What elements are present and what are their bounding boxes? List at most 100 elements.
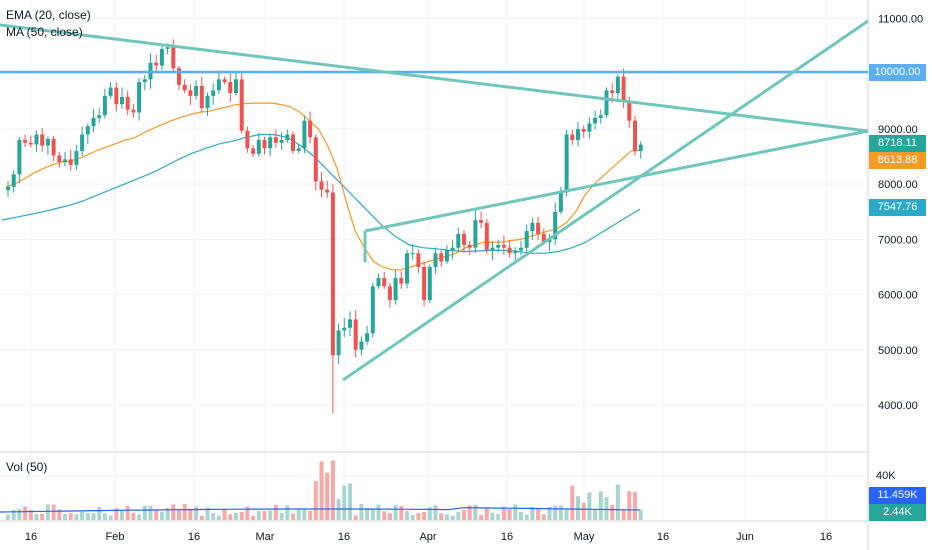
- volume-bar: [159, 511, 164, 520]
- candle-body: [125, 96, 130, 110]
- volume-bar: [11, 509, 16, 520]
- volume-legend[interactable]: Vol (50): [6, 460, 48, 474]
- candle-body: [433, 253, 438, 267]
- volume-bar: [23, 506, 28, 520]
- candle-body: [182, 84, 187, 91]
- candle-body: [479, 220, 484, 223]
- candle-body: [171, 47, 176, 69]
- candle-body: [45, 138, 50, 146]
- candle-body: [507, 247, 512, 254]
- volume-bar: [507, 508, 512, 520]
- candle-body: [262, 140, 267, 149]
- volume-bar: [296, 508, 301, 520]
- ema-value-box: 8613.88: [869, 152, 926, 169]
- time-tick-label: Mar: [256, 531, 275, 543]
- candle-body: [598, 115, 603, 118]
- volume-bar: [108, 515, 113, 520]
- candle-body: [416, 253, 421, 267]
- volume-bar: [479, 514, 484, 520]
- candle-body: [251, 148, 256, 154]
- candle-body: [245, 130, 250, 149]
- time-tick-label: Feb: [106, 531, 125, 543]
- last-price-box: 8718.11: [869, 135, 926, 152]
- volume-bar: [456, 511, 461, 520]
- candle-body: [159, 48, 164, 66]
- volume-bar: [376, 504, 381, 520]
- volume-bar: [6, 514, 10, 520]
- candle-body: [576, 129, 580, 141]
- upper-wedge-trendline[interactable]: [364, 129, 869, 233]
- candle-body: [74, 151, 79, 165]
- candle-body: [102, 95, 107, 116]
- volume-bar: [393, 505, 398, 520]
- volume-bar: [234, 512, 238, 520]
- candle-body: [462, 233, 466, 245]
- candle-body: [114, 87, 119, 105]
- volume-bar: [496, 514, 501, 520]
- resistance-price-box: 10000.00: [869, 64, 926, 81]
- candle-body: [85, 126, 90, 135]
- volume-bar: [85, 513, 90, 520]
- candle-body: [80, 134, 85, 152]
- candle-body: [51, 138, 56, 156]
- volume-bar: [547, 506, 552, 520]
- volume-bar: [228, 514, 233, 520]
- volume-bar: [57, 509, 62, 520]
- volume-bar: [444, 514, 449, 520]
- candle-body: [234, 79, 238, 94]
- ma-legend[interactable]: MA (50, close): [6, 25, 83, 39]
- volume-bar: [467, 505, 472, 520]
- ascending-trendline[interactable]: [342, 19, 869, 382]
- candle-body: [199, 85, 204, 109]
- volume-bar: [353, 515, 358, 520]
- candle-body: [564, 134, 569, 193]
- candle-body: [348, 319, 352, 328]
- volume-bar: [319, 461, 324, 520]
- volume-ma-line: [0, 507, 641, 513]
- candle-body: [325, 189, 330, 193]
- candle-body: [228, 82, 233, 94]
- volume-bar: [564, 508, 569, 520]
- volume-bar: [256, 511, 261, 520]
- time-tick-label: 16: [338, 531, 350, 543]
- ema-legend[interactable]: EMA (20, close): [6, 8, 91, 22]
- volume-bar: [330, 460, 335, 520]
- candle-body: [308, 120, 313, 138]
- candle-body: [473, 220, 478, 248]
- candle-body: [524, 231, 529, 248]
- candle-body: [456, 233, 461, 248]
- volume-bar: [28, 510, 33, 520]
- volume-bars: [6, 460, 643, 520]
- volume-bar: [484, 507, 489, 520]
- descending-trendline[interactable]: [0, 23, 869, 133]
- candle-body: [422, 267, 427, 301]
- volume-bar: [40, 513, 45, 520]
- volume-bar: [171, 504, 176, 520]
- candle-body: [359, 341, 364, 350]
- volume-bar: [63, 513, 67, 520]
- volume-bar: [587, 492, 592, 520]
- volume-axis-label-40k: 40K: [876, 470, 896, 482]
- time-tick-label: May: [574, 531, 595, 543]
- volume-bar: [342, 485, 347, 520]
- volume-bar: [182, 504, 187, 520]
- price-tick-label: 11000.00: [878, 14, 923, 26]
- volume-bar: [245, 506, 250, 520]
- volume-bar: [365, 507, 370, 520]
- candle-body: [593, 117, 598, 124]
- candle-body: [194, 85, 199, 96]
- candle-body: [444, 250, 449, 262]
- candle-body: [399, 278, 404, 284]
- candle-body: [496, 244, 501, 248]
- price-tick-label: 7000.00: [878, 234, 918, 246]
- volume-bar: [120, 510, 124, 520]
- volume-bar: [473, 504, 478, 520]
- volume-bar: [399, 506, 404, 520]
- candle-body: [23, 140, 28, 143]
- volume-bar: [638, 509, 643, 520]
- volume-bar: [211, 513, 216, 520]
- candle-body: [97, 115, 102, 118]
- candle-body: [68, 159, 73, 165]
- candle-body: [638, 144, 643, 152]
